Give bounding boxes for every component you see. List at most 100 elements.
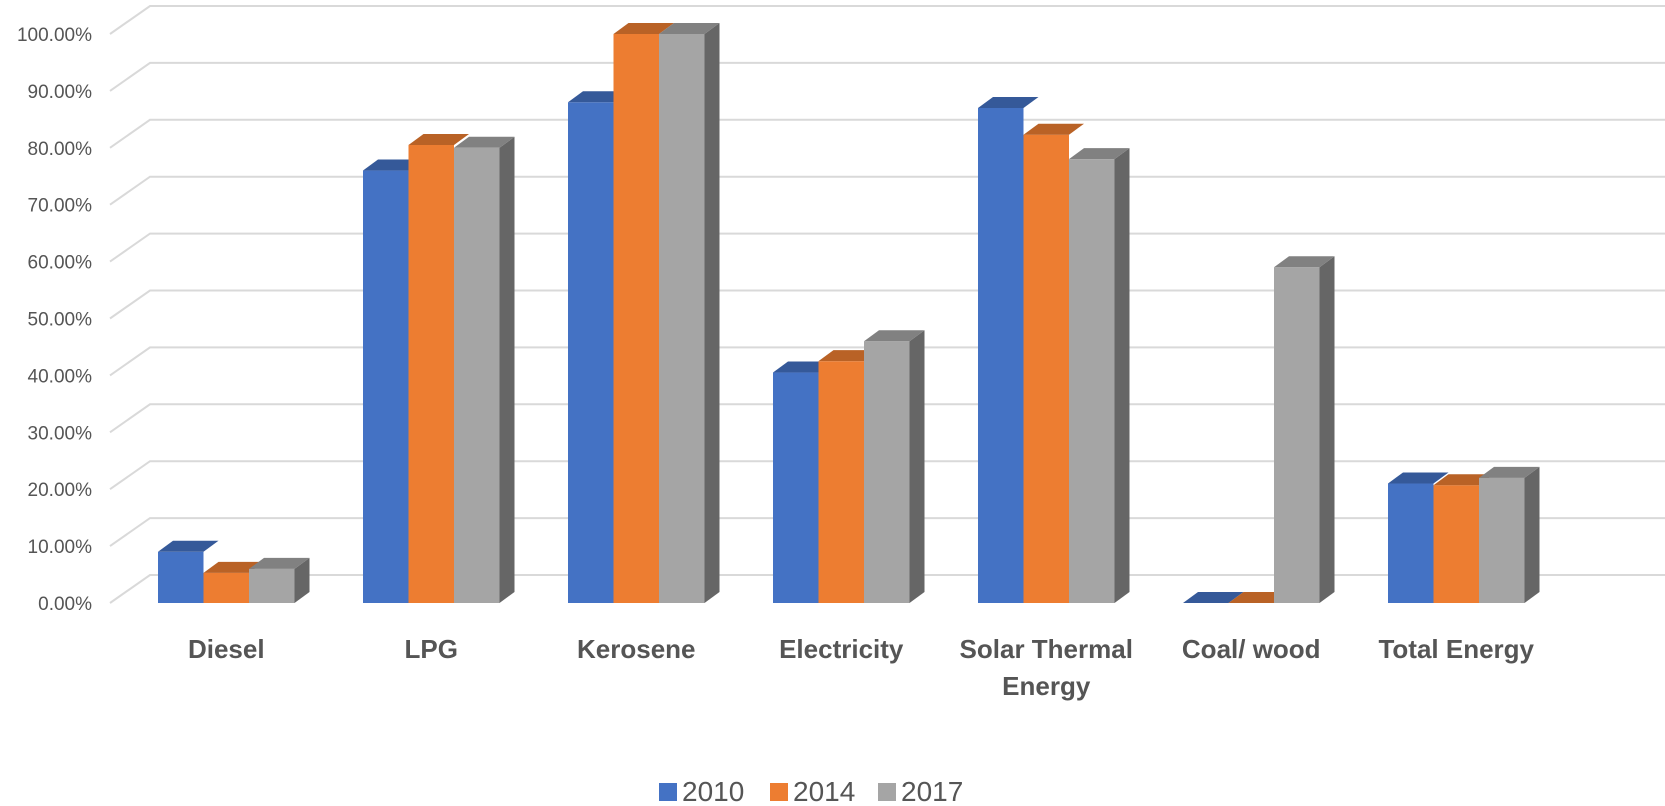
- category-label: Electricity: [779, 634, 904, 664]
- bar-top: [363, 159, 424, 171]
- bars: [158, 23, 1540, 604]
- bar-front: [864, 341, 910, 603]
- category-label: Solar Thermal Energy: [960, 634, 1133, 701]
- gridline: [109, 460, 1665, 491]
- bar: [1479, 466, 1540, 603]
- bar-front: [1274, 267, 1320, 603]
- category-label-line: Total Energy: [1378, 634, 1534, 664]
- category-label-line: LPG: [405, 634, 458, 664]
- y-tick-label: 70.00%: [28, 196, 93, 217]
- bar: [568, 91, 629, 603]
- bar-front: [454, 147, 500, 604]
- bar: [978, 96, 1039, 603]
- category-label-line: Coal/ wood: [1182, 634, 1321, 664]
- category-label: Diesel: [188, 634, 265, 664]
- bar-front: [1479, 477, 1525, 603]
- gridline: [109, 517, 1665, 547]
- bar: [1274, 256, 1335, 603]
- category-label: Coal/ wood: [1182, 634, 1321, 664]
- bar-top: [408, 133, 469, 145]
- legend-swatch: [878, 783, 896, 801]
- bar: [818, 350, 879, 603]
- bar: [1069, 148, 1130, 603]
- category-label: Total Energy: [1378, 634, 1534, 664]
- y-tick-label: 20.00%: [28, 480, 93, 501]
- bar-side: [909, 330, 925, 603]
- gridline: [109, 574, 1665, 604]
- bar-top: [613, 23, 674, 34]
- bar-top: [1069, 148, 1130, 160]
- y-tick-label: 100.00%: [17, 25, 92, 46]
- bar-front: [158, 551, 204, 603]
- category-label: Kerosene: [577, 634, 696, 664]
- category-label: LPG: [405, 634, 458, 664]
- bar-top: [1274, 256, 1335, 268]
- bar-side: [294, 557, 310, 603]
- bar-front: [363, 170, 409, 603]
- bar: [773, 361, 834, 603]
- bar: [249, 557, 310, 603]
- bar: [1388, 472, 1449, 603]
- legend-label: 2017: [901, 776, 963, 806]
- bar: [1023, 123, 1084, 603]
- bar-front: [408, 144, 454, 603]
- bar-side: [1319, 256, 1335, 603]
- gridline: [109, 175, 1665, 206]
- bar-top: [158, 540, 219, 552]
- gridline: [109, 346, 1665, 377]
- bar-front: [1388, 483, 1434, 603]
- y-tick-label: 90.00%: [28, 82, 93, 103]
- bar-top: [773, 361, 834, 373]
- bar-top: [568, 91, 629, 103]
- bar-side: [499, 136, 515, 604]
- bar-side: [1114, 148, 1130, 603]
- bar-top: [864, 330, 925, 342]
- bar-front: [978, 107, 1024, 603]
- y-tick-label: 60.00%: [28, 253, 93, 274]
- x-axis-categories: Diesel LPG Kerosene Electricity Solar Therma…: [188, 634, 1535, 701]
- y-tick-label: 40.00%: [28, 366, 93, 387]
- y-tick-label: 50.00%: [28, 310, 93, 331]
- bar-top: [1433, 474, 1494, 486]
- bar: [864, 330, 925, 603]
- y-tick-label: 10.00%: [28, 537, 93, 558]
- y-axis-ticks: 0.00% 10.00% 20.00% 30.00% 40.00% 50.00% 60.00…: [17, 25, 92, 615]
- bar-front: [1023, 134, 1069, 603]
- bar-side: [1524, 466, 1540, 603]
- bar: [613, 23, 674, 603]
- bar: [158, 540, 219, 603]
- bar-front: [773, 372, 819, 603]
- y-tick-label: 30.00%: [28, 423, 93, 444]
- category-label-line: Electricity: [779, 634, 904, 664]
- bar: [659, 23, 720, 603]
- bar: [363, 159, 424, 603]
- legend-label: 2010: [682, 776, 744, 806]
- category-label-line: Kerosene: [577, 634, 696, 664]
- bar-top: [1183, 592, 1244, 603]
- bar-top: [1023, 123, 1084, 135]
- bar-top: [1479, 466, 1540, 478]
- bar-front: [203, 572, 249, 603]
- bar-front: [1069, 159, 1115, 603]
- bar-side: [704, 23, 720, 603]
- gridlines: [109, 5, 1665, 604]
- bar: [203, 561, 264, 603]
- bar-top: [978, 96, 1039, 108]
- bar-top: [203, 561, 264, 573]
- legend-swatch: [659, 783, 677, 801]
- y-tick-label: 0.00%: [38, 594, 92, 615]
- bar-front: [613, 34, 659, 603]
- bar-front: [568, 102, 614, 603]
- bar-top: [659, 23, 720, 34]
- bar: [408, 133, 469, 603]
- bar: [1183, 592, 1244, 603]
- gridline: [109, 232, 1665, 263]
- bar-top: [249, 557, 310, 569]
- category-label-line: Solar Thermal: [960, 634, 1133, 664]
- legend-label: 2014: [793, 776, 855, 806]
- gridline: [109, 5, 1665, 35]
- bar-top: [1388, 472, 1449, 484]
- bar-top: [454, 136, 515, 148]
